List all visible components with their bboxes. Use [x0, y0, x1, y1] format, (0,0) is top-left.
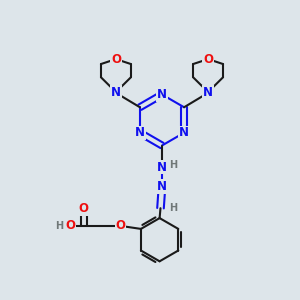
- Text: H: H: [169, 160, 178, 170]
- Text: O: O: [65, 219, 75, 232]
- Text: O: O: [203, 52, 213, 66]
- Text: N: N: [203, 85, 213, 99]
- Text: H: H: [169, 203, 177, 213]
- Text: N: N: [157, 180, 167, 193]
- Text: N: N: [111, 85, 121, 99]
- Text: N: N: [157, 88, 167, 101]
- Text: N: N: [179, 126, 189, 139]
- Text: N: N: [157, 160, 167, 174]
- Text: O: O: [79, 202, 88, 215]
- Text: N: N: [135, 126, 145, 139]
- Text: O: O: [111, 52, 121, 66]
- Text: O: O: [116, 219, 125, 232]
- Text: H: H: [55, 221, 63, 231]
